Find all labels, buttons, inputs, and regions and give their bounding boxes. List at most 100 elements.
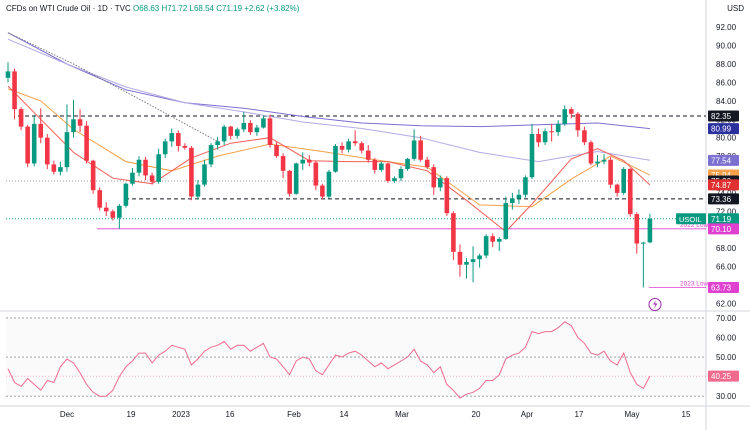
candle-body (215, 141, 220, 146)
time-tick-label: Dec (60, 410, 74, 419)
time-tick-label: 15 (682, 410, 691, 419)
candle-body (195, 184, 201, 197)
candle-body (549, 131, 554, 133)
rsi-tick-label: 30.00 (716, 392, 737, 401)
candle-body (307, 159, 312, 163)
price-tick-label: 66.00 (716, 263, 737, 272)
candle-body (542, 131, 548, 143)
candle-body (267, 118, 273, 146)
candle-body (97, 190, 102, 208)
candle-body (18, 109, 24, 127)
time-tick-label: Mar (395, 410, 409, 419)
candle-body (38, 123, 44, 138)
candle-body (431, 167, 437, 188)
price-tag-label: 77.54 (711, 156, 732, 165)
candle-body (438, 178, 443, 188)
rsi-tick-label: 60.00 (716, 333, 737, 342)
candle-body (248, 122, 253, 133)
candle-body (110, 211, 116, 218)
price-tick-label: 72.00 (716, 207, 737, 216)
candle-body (411, 140, 417, 159)
candle-body (5, 71, 11, 78)
moving-average-line (7, 88, 651, 208)
candle-body (339, 145, 345, 150)
candle-body (372, 159, 378, 170)
rsi-value-tag (708, 370, 739, 382)
candle-body (189, 147, 194, 197)
price-tag-label: 74.87 (711, 181, 732, 190)
price-tag (708, 123, 739, 135)
candle-body (45, 137, 50, 165)
candle-body (169, 133, 175, 142)
ohlc-low: L68.54 (189, 4, 214, 13)
symbol-header: CFDs on WTI Crude Oil · 1D · TVC O68.63 … (6, 4, 299, 13)
moving-average-line (7, 85, 651, 233)
candle-body (103, 207, 109, 212)
symbol-title: CFDs on WTI Crude Oil · 1D · TVC (6, 4, 131, 13)
level-note-label: 2022 Low (680, 222, 708, 229)
moving-average-line (7, 32, 650, 130)
lightning-icon (648, 297, 662, 311)
candle-body (202, 164, 207, 185)
candle-body (627, 168, 633, 215)
price-tag (708, 223, 739, 235)
candle-body (90, 160, 96, 191)
candle-body (234, 129, 240, 136)
candle-body (274, 145, 279, 157)
rsi-value-label: 40.25 (711, 372, 732, 381)
ohlc-change: +2.62 (+3.82%) (244, 4, 300, 13)
symbol-tag-label: USOIL (679, 215, 702, 224)
candle-body (64, 132, 70, 168)
candle-body (490, 236, 495, 242)
level-note-label: 2023 Low (680, 280, 708, 287)
candle-body (84, 125, 89, 161)
candles-group (5, 62, 653, 288)
moving-average-line (7, 32, 218, 142)
candle-body (12, 71, 17, 110)
candle-body (25, 126, 30, 164)
time-tick-label: 17 (575, 410, 584, 419)
candle-body (424, 159, 430, 168)
candle-body (333, 145, 338, 172)
candle-body (136, 159, 142, 173)
candle-body (162, 141, 168, 155)
candle-body (496, 238, 502, 242)
candle-body (595, 161, 600, 164)
price-tag (708, 193, 739, 205)
candle-body (300, 159, 306, 164)
time-tick-label: 14 (340, 410, 349, 419)
rsi-tick-label: 70.00 (716, 314, 737, 323)
candle-body (261, 118, 266, 128)
time-tick-label: Feb (287, 410, 301, 419)
price-tag-label: 73.36 (711, 195, 732, 204)
price-tick-label: 92.00 (716, 23, 737, 32)
candle-body (241, 122, 247, 130)
candle-body (117, 205, 122, 218)
candle-body (398, 168, 404, 179)
candle-body (641, 242, 646, 244)
candle-body (346, 141, 351, 150)
candle-body (529, 134, 535, 178)
candle-body (392, 178, 397, 181)
candle-body (176, 133, 181, 146)
candle-body (130, 172, 135, 184)
candle-body (483, 236, 489, 256)
price-tag-label: 80.99 (711, 125, 732, 134)
candle-body (51, 164, 57, 172)
price-tick-label: 84.00 (716, 97, 737, 106)
candle-body (405, 158, 410, 169)
time-tick-label: 20 (472, 410, 481, 419)
price-tick-label: 88.00 (716, 60, 737, 69)
time-tick-label: 16 (226, 410, 235, 419)
candle-body (71, 119, 76, 133)
candle-body (208, 145, 214, 165)
candle-body (477, 255, 482, 260)
currency-label: USD (727, 4, 744, 13)
price-tag (708, 281, 739, 293)
time-tick-label: 19 (127, 410, 136, 419)
candle-body (385, 163, 391, 181)
candle-body (510, 198, 515, 204)
price-tick-label: 62.00 (716, 299, 737, 308)
candle-body (569, 109, 574, 114)
